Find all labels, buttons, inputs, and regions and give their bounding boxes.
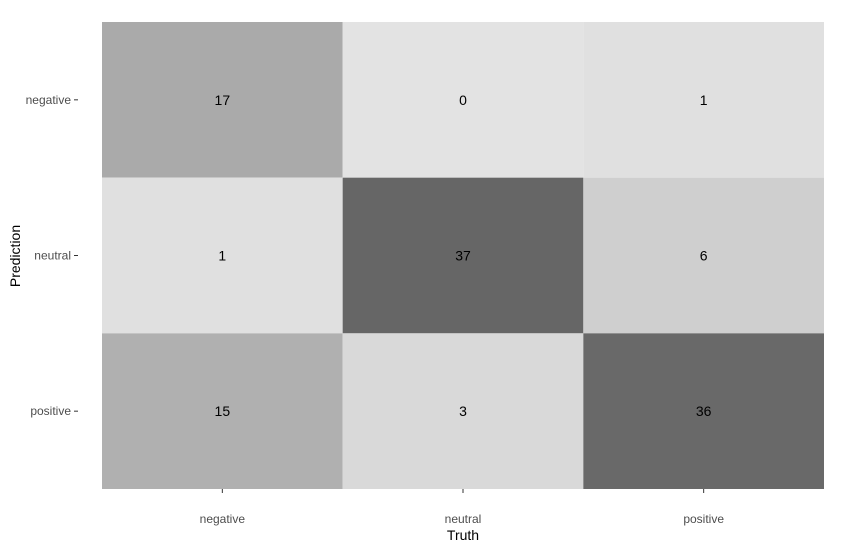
cell-value-positive-negative: 15 — [215, 403, 231, 419]
heatmap-cells — [102, 22, 824, 489]
cell-value-neutral-neutral: 37 — [455, 248, 471, 264]
heatmap-cell-positive-negative — [102, 333, 343, 489]
heatmap-cell-positive-positive — [583, 333, 824, 489]
heatmap-cell-neutral-neutral — [342, 177, 584, 334]
y-tick-label-positive: positive — [30, 404, 71, 418]
cell-value-negative-neutral: 0 — [459, 92, 467, 108]
cell-value-negative-negative: 17 — [215, 92, 231, 108]
x-tick-label-negative: negative — [200, 512, 246, 526]
heatmap-cell-neutral-positive — [583, 177, 824, 334]
y-axis: negative neutral positive — [26, 93, 78, 418]
x-tick-label-positive: positive — [683, 512, 724, 526]
x-axis-title: Truth — [447, 527, 479, 543]
cell-value-positive-neutral: 3 — [459, 403, 467, 419]
cell-value-positive-positive: 36 — [696, 403, 712, 419]
x-tick-label-neutral: neutral — [445, 512, 482, 526]
heatmap-cell-negative-positive — [583, 22, 824, 178]
heatmap-cell-negative-neutral — [342, 22, 584, 178]
cell-value-negative-positive: 1 — [700, 92, 708, 108]
x-axis: negative neutral positive — [200, 489, 724, 526]
heatmap-cell-negative-negative — [102, 22, 343, 178]
heatmap-cell-neutral-negative — [102, 177, 343, 334]
heatmap-cell-labels: 17 0 1 1 37 6 15 3 36 — [215, 92, 712, 419]
y-tick-label-neutral: neutral — [34, 249, 71, 263]
heatmap-cell-positive-neutral — [342, 333, 584, 489]
y-axis-title: Prediction — [7, 225, 23, 287]
cell-value-neutral-negative: 1 — [218, 248, 226, 264]
y-tick-label-negative: negative — [26, 93, 72, 107]
cell-value-neutral-positive: 6 — [700, 248, 708, 264]
